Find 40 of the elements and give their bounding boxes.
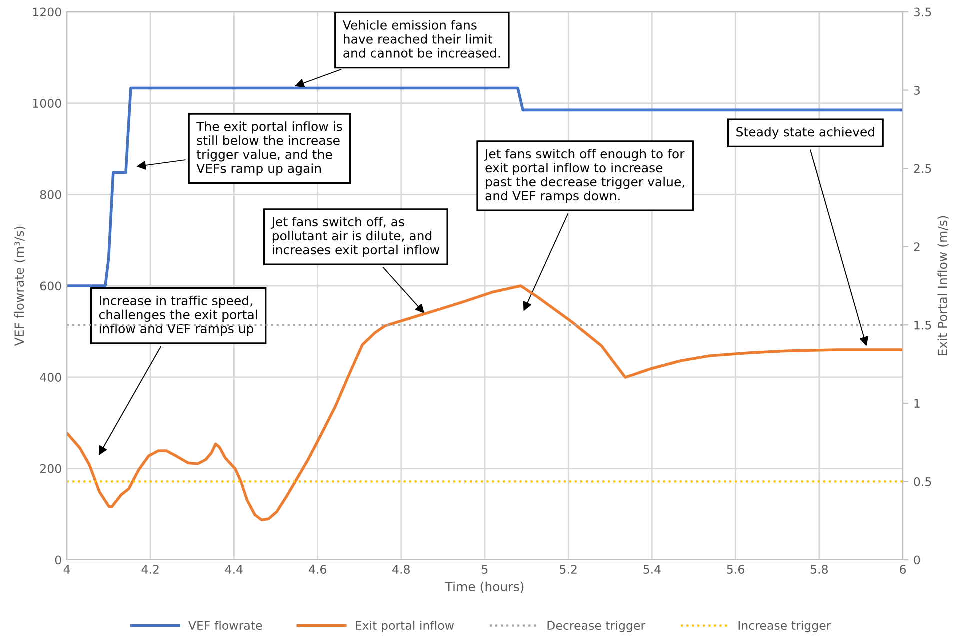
y2-tick-label: 1.5 [914,321,932,330]
x-tick-label: 5 [482,565,488,574]
y-tick-label: 800 [40,190,62,200]
y-tick-label: 200 [40,464,62,474]
x-tick-label: 5.6 [727,565,744,574]
line-series [67,86,903,288]
x-axis-title: Time (hours) [445,582,524,593]
x-tick-label: 4.6 [308,565,326,574]
x-tick-label: 5.2 [560,565,577,574]
legend-label: VEF flowrate [188,620,262,630]
y-tick-label: 400 [40,373,62,382]
y2-tick-label: 0.5 [914,477,932,486]
legend-label: Decrease trigger [548,620,646,632]
y2-tick-label: 3 [914,86,920,95]
y-axis-title: VEF flowrate (m³/s) [14,226,26,346]
annotation: The exit portal inflow is still below the increase trigger value, and the VEFs ramp up again [196,122,342,176]
y2-tick-label: 2.5 [914,164,932,174]
annotation: Jet fans switch off, as pollutant air is dilute, and increases exit portal inflow [271,216,440,258]
x-tick-label: 5.8 [810,565,828,574]
x-tick-label: 4.8 [392,565,410,574]
y-tick-label: 1200 [33,8,62,17]
annotation: Jet fans switch off enough to for exit portal inflow to increase past the decrease trigger value, and VEF ramps down. [484,149,685,204]
annotation: Vehicle emission fans have reached their limit and cannot be increased. [342,20,500,58]
line-series [67,284,903,522]
y-tick-label: 0 [55,556,62,565]
x-tick-label: 4.2 [142,565,159,574]
x-tick-label: 4 [64,565,70,574]
y2-tick-label: 0 [914,556,920,565]
annotation: Steady state achieved [736,127,874,140]
x-tick-label: 5.4 [644,565,661,574]
y2-tick-label: 1 [914,399,920,408]
x-tick-label: 4.4 [225,565,243,574]
y2-tick-label: 2 [914,242,920,252]
y2-tick-label: 3.5 [914,8,932,17]
y2-axis-title: Exit Portal Inflow (m/s) [938,216,949,356]
y-tick-label: 600 [40,282,62,291]
y-tick-label: 1000 [33,99,62,108]
x-tick-label: 6 [900,565,906,574]
legend-label: Increase trigger [738,620,832,632]
legend-label: Exit portal inflow [356,620,454,632]
